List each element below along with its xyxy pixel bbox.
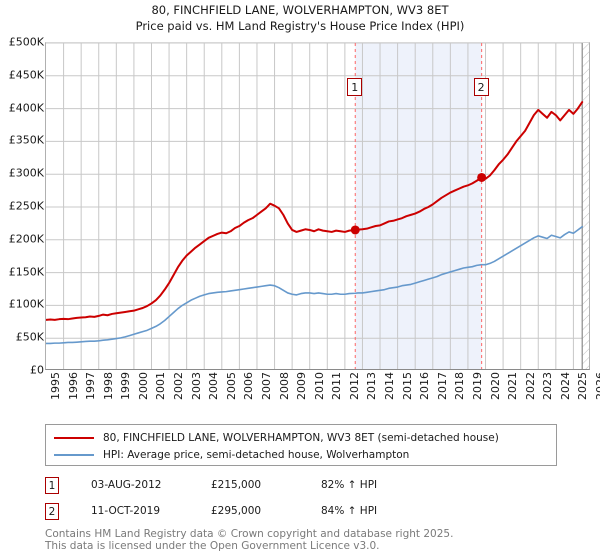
- x-axis-tick-label: 2020: [488, 372, 502, 400]
- x-axis-tick-label: 2000: [136, 372, 150, 400]
- x-axis-tick-label: 2001: [154, 372, 168, 400]
- legend-swatch-hpi: [54, 453, 94, 456]
- attribution-line-2: This data is licensed under the Open Gov…: [45, 540, 380, 552]
- legend-item-price-paid: 80, FINCHFIELD LANE, WOLVERHAMPTON, WV3 …: [52, 429, 550, 446]
- x-axis-tick-label: 2013: [365, 372, 379, 400]
- y-axis-tick-label: £250K: [8, 199, 44, 213]
- event-price-1: £215,000: [211, 479, 262, 491]
- x-axis-tick-label: 2010: [312, 372, 326, 400]
- event-hpi-delta-1: 82% ↑ HPI: [321, 479, 378, 491]
- y-axis-tick-label: £150K: [8, 265, 44, 279]
- x-axis-tick-label: 2009: [295, 372, 309, 400]
- y-axis-tick-label: £50K: [15, 330, 44, 344]
- x-axis-tick-label: 2012: [347, 372, 361, 400]
- y-axis-tick-label: £450K: [8, 68, 44, 82]
- event-index-badge-2: 2: [45, 502, 59, 520]
- x-axis-tick-label: 2021: [506, 372, 520, 400]
- event-price-2: £295,000: [211, 505, 262, 517]
- x-axis-tick-label: 2025: [576, 372, 590, 400]
- x-axis-tick-label: 2019: [470, 372, 484, 400]
- event-index-badge-1: 1: [45, 476, 59, 494]
- x-axis-tick-label: 2011: [330, 372, 344, 400]
- event-date-1: 03-AUG-2012: [91, 479, 162, 491]
- y-axis-tick-label: £500K: [8, 35, 44, 49]
- title-line-2: Price paid vs. HM Land Registry's House …: [135, 19, 465, 33]
- y-axis-tick-label: £200K: [8, 232, 44, 246]
- event-date-2: 11-OCT-2019: [91, 505, 160, 517]
- title-line-1: 80, FINCHFIELD LANE, WOLVERHAMPTON, WV3 …: [151, 3, 449, 17]
- chart-event-marker-2[interactable]: 2: [473, 78, 489, 96]
- x-axis-tick-label: 2022: [523, 372, 537, 400]
- y-axis-tick-label: £0: [30, 363, 44, 377]
- x-axis-tick-label: 2017: [435, 372, 449, 400]
- page-title: 80, FINCHFIELD LANE, WOLVERHAMPTON, WV3 …: [0, 2, 600, 34]
- y-axis-tick-label: £300K: [8, 166, 44, 180]
- x-axis-tick-label: 2004: [207, 372, 221, 400]
- x-axis-tick-label: 1998: [101, 372, 115, 400]
- x-axis-tick-label: 2003: [189, 372, 203, 400]
- table-row[interactable]: 2 11-OCT-2019 £295,000 84% ↑ HPI: [45, 498, 557, 524]
- chart-area: [45, 42, 590, 370]
- y-axis-tick-label: £400K: [8, 101, 44, 115]
- legend-item-hpi: HPI: Average price, semi-detached house,…: [52, 446, 550, 463]
- x-axis-tick-label: 2006: [242, 372, 256, 400]
- x-axis-tick-label: 2005: [224, 372, 238, 400]
- y-axis-labels: £0 £50K £100K £150K £200K £250K £300K £350K £400…: [0, 36, 44, 377]
- y-axis-tick-label: £350K: [8, 133, 44, 147]
- x-axis-tick-label: 2018: [453, 372, 467, 400]
- x-axis-tick-label: 1997: [84, 372, 98, 400]
- attribution-footer: Contains HM Land Registry data © Crown c…: [45, 528, 585, 552]
- x-axis-tick-label: 2008: [277, 372, 291, 400]
- x-axis-tick-label: 2007: [259, 372, 273, 400]
- chart-event-marker-1[interactable]: 1: [347, 78, 363, 96]
- x-axis-tick-label: 1999: [119, 372, 133, 400]
- transactions-table: 1 03-AUG-2012 £215,000 82% ↑ HPI 2 11-OC…: [45, 472, 557, 524]
- table-row[interactable]: 1 03-AUG-2012 £215,000 82% ↑ HPI: [45, 472, 557, 498]
- event-hpi-delta-2: 84% ↑ HPI: [321, 505, 378, 517]
- plot-region: [45, 42, 590, 370]
- legend-label-price-paid: 80, FINCHFIELD LANE, WOLVERHAMPTON, WV3 …: [103, 431, 499, 444]
- x-axis-tick-label: 2002: [172, 372, 186, 400]
- x-axis-tick-label: 2014: [383, 372, 397, 400]
- chart-svg: [46, 43, 589, 369]
- legend-label-hpi: HPI: Average price, semi-detached house,…: [103, 448, 410, 461]
- x-axis-labels: 1995 1996 1997 1998 1999 2000 2001 2002 2003 2004…: [45, 372, 600, 418]
- attribution-line-1: Contains HM Land Registry data © Crown c…: [45, 528, 454, 540]
- x-axis-tick-label: 2024: [558, 372, 572, 400]
- y-axis-tick-label: £100K: [8, 297, 44, 311]
- x-axis-tick-label: 2016: [418, 372, 432, 400]
- x-axis-tick-label: 2026: [594, 372, 600, 400]
- legend-swatch-price-paid: [54, 436, 94, 439]
- x-axis-tick-label: 2015: [400, 372, 414, 400]
- x-axis-tick-label: 2023: [541, 372, 555, 400]
- chart-legend: 80, FINCHFIELD LANE, WOLVERHAMPTON, WV3 …: [45, 424, 557, 466]
- x-axis-tick-label: 1996: [66, 372, 80, 400]
- x-axis-tick-label: 1995: [49, 372, 62, 400]
